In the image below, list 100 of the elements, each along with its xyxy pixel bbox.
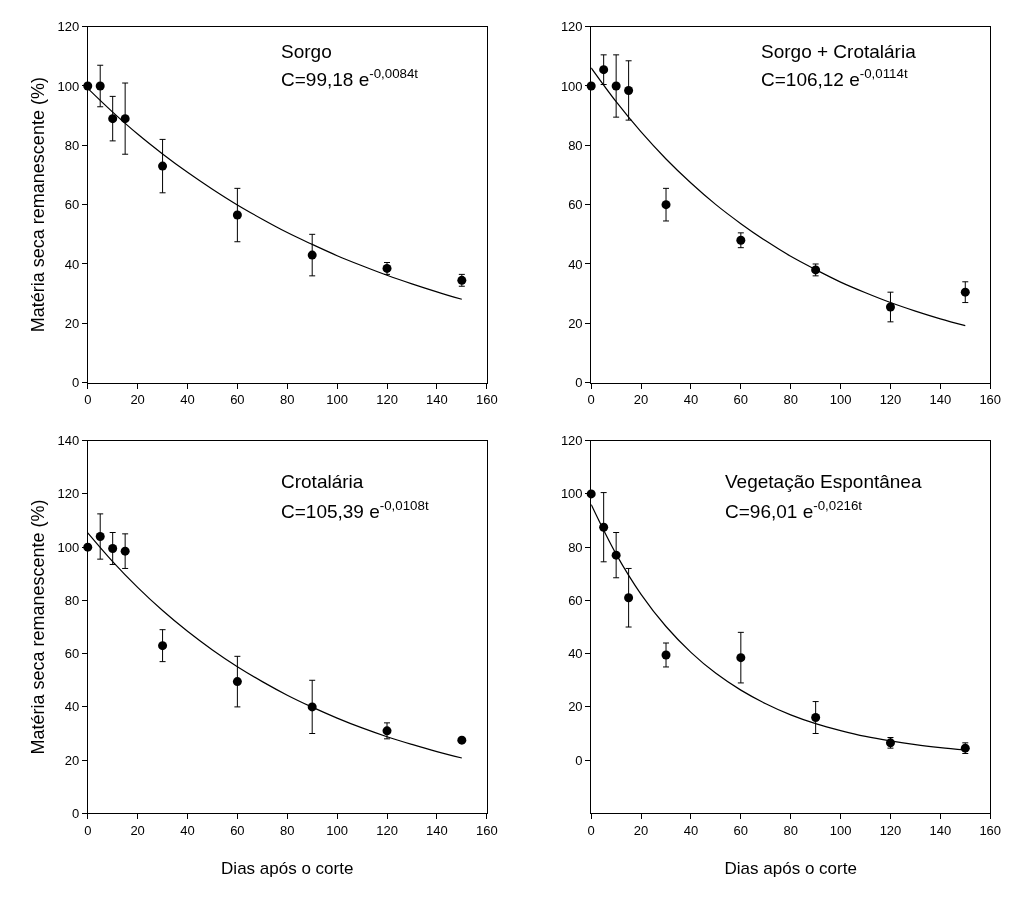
- point: [736, 653, 746, 663]
- annotation: Crotalária: [281, 471, 364, 492]
- x-tick-label: 160: [979, 392, 1002, 408]
- y-tick-label: 0: [71, 375, 80, 391]
- point: [95, 532, 105, 542]
- x-tick-label: 160: [475, 392, 498, 408]
- x-tick-label: 40: [180, 392, 195, 408]
- x-tick-label: 100: [829, 392, 852, 408]
- y-tick-label: 80: [64, 592, 80, 608]
- x-tick-label: 20: [633, 392, 649, 408]
- y-tick-label: 60: [64, 646, 80, 662]
- y-tick-label: 60: [568, 592, 583, 608]
- y-tick-label: 20: [64, 752, 80, 768]
- x-tick-label: 80: [783, 822, 798, 838]
- annotation: Sorgo + Crotalária: [761, 41, 917, 62]
- y-tick-label: 0: [71, 805, 80, 821]
- point: [811, 713, 821, 723]
- x-axis-title: Dias após o corte: [724, 859, 857, 879]
- annotation: C=105,39 e$^{-0,0108t}$: [281, 498, 429, 522]
- x-tick-label: 120: [879, 392, 902, 408]
- x-tick-label: 140: [426, 822, 448, 838]
- y-tick-label: 100: [560, 78, 583, 94]
- x-tick-label: 0: [84, 392, 92, 408]
- x-tick-label: 120: [879, 822, 902, 838]
- x-tick-label: 0: [587, 392, 595, 408]
- x-tick-label: 20: [130, 822, 145, 838]
- x-tick-label: 20: [633, 822, 649, 838]
- y-tick-label: 20: [568, 699, 583, 715]
- point: [158, 161, 168, 171]
- y-tick-label: 100: [57, 539, 80, 555]
- point: [120, 546, 130, 556]
- point: [624, 85, 634, 95]
- y-tick-label: 80: [568, 539, 583, 555]
- y-tick-label: 40: [568, 256, 583, 272]
- annotation: Sorgo: [281, 41, 332, 62]
- y-tick-label: 100: [57, 78, 80, 94]
- point: [232, 210, 242, 220]
- point: [599, 65, 609, 75]
- y-axis-title: Matéria seca remanescente (%): [27, 499, 48, 755]
- x-tick-label: 0: [84, 822, 92, 838]
- x-tick-label: 140: [929, 822, 952, 838]
- point: [624, 593, 634, 603]
- y-tick-label: 20: [64, 315, 80, 331]
- x-tick-label: 60: [733, 392, 749, 408]
- x-tick-label: 120: [376, 822, 398, 838]
- x-tick-label: 40: [683, 392, 699, 408]
- annotation: C=106,12 e$^{-0,0114t}$: [761, 66, 908, 90]
- x-tick-label: 100: [326, 392, 348, 408]
- y-tick-label: 120: [560, 19, 583, 35]
- point: [960, 287, 970, 297]
- y-tick-label: 140: [57, 433, 80, 449]
- y-tick-label: 80: [64, 137, 80, 153]
- y-tick-label: 120: [57, 19, 80, 35]
- x-tick-label: 120: [376, 392, 398, 408]
- point: [158, 641, 168, 651]
- x-tick-label: 80: [783, 392, 798, 408]
- y-tick-label: 60: [64, 197, 80, 213]
- x-tick-label: 140: [929, 392, 952, 408]
- y-tick-label: 80: [568, 137, 583, 153]
- point: [736, 235, 746, 245]
- annotation: Vegetação Espontânea: [725, 471, 922, 492]
- point: [457, 735, 467, 745]
- x-tick-label: 80: [280, 392, 295, 408]
- y-tick-label: 40: [64, 699, 80, 715]
- x-tick-label: 40: [180, 822, 195, 838]
- y-tick-label: 0: [575, 752, 583, 768]
- annotation: C=96,01 e$^{-0,0216t}$: [725, 498, 863, 522]
- point: [232, 677, 242, 687]
- y-tick-label: 0: [575, 375, 583, 391]
- x-tick-label: 100: [829, 822, 852, 838]
- y-axis-title: Matéria seca remanescente (%): [27, 77, 48, 333]
- point: [307, 250, 317, 260]
- y-tick-label: 40: [64, 256, 80, 272]
- y-tick-label: 120: [560, 433, 583, 449]
- x-tick-label: 140: [426, 392, 448, 408]
- annotation: C=99,18 e$^{-0,0084t}$: [281, 66, 419, 90]
- y-tick-label: 100: [560, 486, 583, 502]
- x-tick-label: 160: [979, 822, 1002, 838]
- x-tick-label: 80: [280, 822, 295, 838]
- point: [661, 200, 671, 210]
- x-tick-label: 60: [230, 392, 245, 408]
- point: [382, 726, 392, 736]
- point: [661, 650, 671, 660]
- y-tick-label: 60: [568, 197, 583, 213]
- y-tick-label: 40: [568, 646, 583, 662]
- point: [611, 81, 621, 91]
- y-tick-label: 20: [568, 315, 583, 331]
- x-tick-label: 160: [475, 822, 498, 838]
- x-axis-title: Dias após o corte: [221, 859, 354, 879]
- point: [108, 114, 118, 124]
- y-tick-label: 120: [57, 486, 80, 502]
- point: [885, 302, 895, 312]
- x-tick-label: 0: [587, 822, 595, 838]
- x-tick-label: 40: [683, 822, 699, 838]
- x-tick-label: 60: [230, 822, 245, 838]
- point: [95, 81, 105, 91]
- x-tick-label: 100: [326, 822, 348, 838]
- point: [108, 543, 118, 553]
- x-tick-label: 20: [130, 392, 145, 408]
- x-tick-label: 60: [733, 822, 749, 838]
